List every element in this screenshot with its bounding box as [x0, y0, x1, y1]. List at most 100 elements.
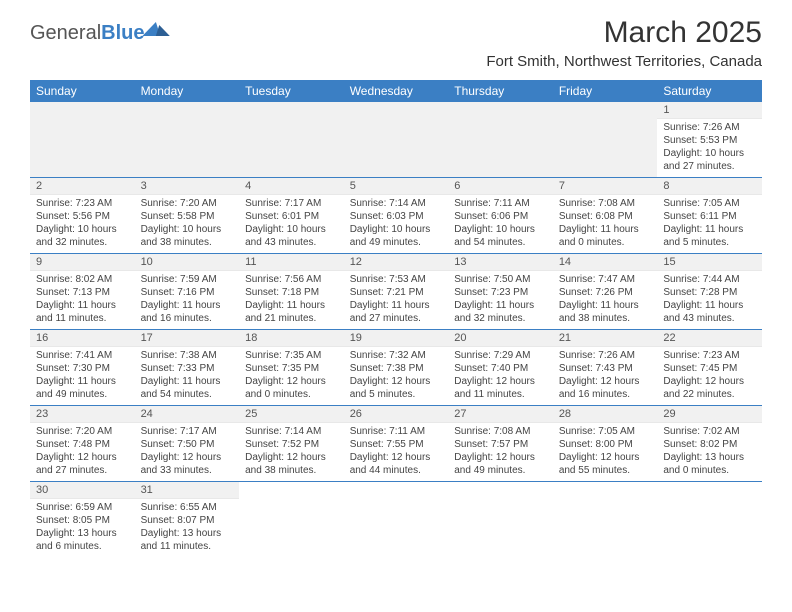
brand-text: GeneralBlue	[30, 22, 145, 45]
day-details: Sunrise: 7:17 AMSunset: 6:01 PMDaylight:…	[239, 195, 344, 253]
day-details: Sunrise: 7:05 AMSunset: 6:11 PMDaylight:…	[657, 195, 762, 253]
day-details: Sunrise: 7:23 AMSunset: 5:56 PMDaylight:…	[30, 195, 135, 253]
calendar-empty-cell	[553, 102, 658, 178]
calendar-week-row: 30Sunrise: 6:59 AMSunset: 8:05 PMDayligh…	[30, 482, 762, 558]
day-details: Sunrise: 7:53 AMSunset: 7:21 PMDaylight:…	[344, 271, 449, 329]
calendar-empty-cell	[135, 102, 240, 178]
day-number: 13	[448, 254, 553, 271]
calendar-day-cell: 25Sunrise: 7:14 AMSunset: 7:52 PMDayligh…	[239, 406, 344, 482]
day-number: 31	[135, 482, 240, 499]
calendar-empty-cell	[448, 482, 553, 558]
day-details: Sunrise: 7:26 AMSunset: 5:53 PMDaylight:…	[657, 119, 762, 177]
day-number: 19	[344, 330, 449, 347]
day-details: Sunrise: 6:59 AMSunset: 8:05 PMDaylight:…	[30, 499, 135, 557]
day-number: 17	[135, 330, 240, 347]
brand-part1: General	[30, 22, 101, 44]
day-details: Sunrise: 7:11 AMSunset: 6:06 PMDaylight:…	[448, 195, 553, 253]
calendar-week-row: 23Sunrise: 7:20 AMSunset: 7:48 PMDayligh…	[30, 406, 762, 482]
day-details: Sunrise: 7:47 AMSunset: 7:26 PMDaylight:…	[553, 271, 658, 329]
day-number: 8	[657, 178, 762, 195]
calendar-day-cell: 1Sunrise: 7:26 AMSunset: 5:53 PMDaylight…	[657, 102, 762, 178]
day-number: 3	[135, 178, 240, 195]
day-details: Sunrise: 7:02 AMSunset: 8:02 PMDaylight:…	[657, 423, 762, 481]
calendar-week-row: 2Sunrise: 7:23 AMSunset: 5:56 PMDaylight…	[30, 178, 762, 254]
calendar-week-row: 9Sunrise: 8:02 AMSunset: 7:13 PMDaylight…	[30, 254, 762, 330]
calendar-day-cell: 29Sunrise: 7:02 AMSunset: 8:02 PMDayligh…	[657, 406, 762, 482]
calendar-empty-cell	[239, 482, 344, 558]
day-number: 16	[30, 330, 135, 347]
calendar-empty-cell	[344, 102, 449, 178]
day-number: 20	[448, 330, 553, 347]
day-number: 5	[344, 178, 449, 195]
calendar-empty-cell	[239, 102, 344, 178]
brand-part2: Blue	[101, 22, 144, 44]
day-number: 26	[344, 406, 449, 423]
day-number: 21	[553, 330, 658, 347]
calendar-empty-cell	[657, 482, 762, 558]
day-details: Sunrise: 7:38 AMSunset: 7:33 PMDaylight:…	[135, 347, 240, 405]
calendar-day-cell: 10Sunrise: 7:59 AMSunset: 7:16 PMDayligh…	[135, 254, 240, 330]
day-details: Sunrise: 7:35 AMSunset: 7:35 PMDaylight:…	[239, 347, 344, 405]
page-title: March 2025	[486, 16, 762, 50]
day-details: Sunrise: 7:17 AMSunset: 7:50 PMDaylight:…	[135, 423, 240, 481]
day-details: Sunrise: 7:56 AMSunset: 7:18 PMDaylight:…	[239, 271, 344, 329]
day-details: Sunrise: 7:41 AMSunset: 7:30 PMDaylight:…	[30, 347, 135, 405]
day-number: 15	[657, 254, 762, 271]
calendar-day-cell: 23Sunrise: 7:20 AMSunset: 7:48 PMDayligh…	[30, 406, 135, 482]
calendar-empty-cell	[30, 102, 135, 178]
calendar-day-cell: 24Sunrise: 7:17 AMSunset: 7:50 PMDayligh…	[135, 406, 240, 482]
weekday-header-row: SundayMondayTuesdayWednesdayThursdayFrid…	[30, 80, 762, 102]
calendar-day-cell: 21Sunrise: 7:26 AMSunset: 7:43 PMDayligh…	[553, 330, 658, 406]
day-details: Sunrise: 7:32 AMSunset: 7:38 PMDaylight:…	[344, 347, 449, 405]
day-details: Sunrise: 7:20 AMSunset: 7:48 PMDaylight:…	[30, 423, 135, 481]
calendar-week-row: 1Sunrise: 7:26 AMSunset: 5:53 PMDaylight…	[30, 102, 762, 178]
day-details: Sunrise: 7:05 AMSunset: 8:00 PMDaylight:…	[553, 423, 658, 481]
calendar-day-cell: 6Sunrise: 7:11 AMSunset: 6:06 PMDaylight…	[448, 178, 553, 254]
day-number: 11	[239, 254, 344, 271]
day-details: Sunrise: 7:11 AMSunset: 7:55 PMDaylight:…	[344, 423, 449, 481]
day-number: 29	[657, 406, 762, 423]
day-details: Sunrise: 7:14 AMSunset: 6:03 PMDaylight:…	[344, 195, 449, 253]
header: GeneralBlue March 2025 Fort Smith, North…	[30, 16, 762, 70]
weekday-header: Sunday	[30, 80, 135, 102]
day-details: Sunrise: 7:14 AMSunset: 7:52 PMDaylight:…	[239, 423, 344, 481]
day-details: Sunrise: 7:26 AMSunset: 7:43 PMDaylight:…	[553, 347, 658, 405]
weekday-header: Monday	[135, 80, 240, 102]
calendar-day-cell: 18Sunrise: 7:35 AMSunset: 7:35 PMDayligh…	[239, 330, 344, 406]
calendar-day-cell: 7Sunrise: 7:08 AMSunset: 6:08 PMDaylight…	[553, 178, 658, 254]
day-number: 2	[30, 178, 135, 195]
calendar-day-cell: 4Sunrise: 7:17 AMSunset: 6:01 PMDaylight…	[239, 178, 344, 254]
day-number: 28	[553, 406, 658, 423]
calendar-day-cell: 26Sunrise: 7:11 AMSunset: 7:55 PMDayligh…	[344, 406, 449, 482]
day-number: 24	[135, 406, 240, 423]
day-number: 12	[344, 254, 449, 271]
day-details: Sunrise: 7:23 AMSunset: 7:45 PMDaylight:…	[657, 347, 762, 405]
day-details: Sunrise: 7:50 AMSunset: 7:23 PMDaylight:…	[448, 271, 553, 329]
calendar-day-cell: 28Sunrise: 7:05 AMSunset: 8:00 PMDayligh…	[553, 406, 658, 482]
day-number: 14	[553, 254, 658, 271]
calendar-day-cell: 14Sunrise: 7:47 AMSunset: 7:26 PMDayligh…	[553, 254, 658, 330]
calendar-day-cell: 31Sunrise: 6:55 AMSunset: 8:07 PMDayligh…	[135, 482, 240, 558]
day-number: 25	[239, 406, 344, 423]
day-details: Sunrise: 7:08 AMSunset: 7:57 PMDaylight:…	[448, 423, 553, 481]
day-details: Sunrise: 7:29 AMSunset: 7:40 PMDaylight:…	[448, 347, 553, 405]
calendar-day-cell: 15Sunrise: 7:44 AMSunset: 7:28 PMDayligh…	[657, 254, 762, 330]
weekday-header: Saturday	[657, 80, 762, 102]
logo-sail2-icon	[152, 25, 170, 36]
day-number: 10	[135, 254, 240, 271]
calendar-day-cell: 9Sunrise: 8:02 AMSunset: 7:13 PMDaylight…	[30, 254, 135, 330]
calendar-day-cell: 20Sunrise: 7:29 AMSunset: 7:40 PMDayligh…	[448, 330, 553, 406]
title-block: March 2025 Fort Smith, Northwest Territo…	[486, 16, 762, 70]
calendar-day-cell: 22Sunrise: 7:23 AMSunset: 7:45 PMDayligh…	[657, 330, 762, 406]
weekday-header: Wednesday	[344, 80, 449, 102]
day-number: 1	[657, 102, 762, 119]
calendar-empty-cell	[553, 482, 658, 558]
calendar-day-cell: 13Sunrise: 7:50 AMSunset: 7:23 PMDayligh…	[448, 254, 553, 330]
day-number: 9	[30, 254, 135, 271]
calendar-day-cell: 8Sunrise: 7:05 AMSunset: 6:11 PMDaylight…	[657, 178, 762, 254]
day-details: Sunrise: 8:02 AMSunset: 7:13 PMDaylight:…	[30, 271, 135, 329]
calendar-day-cell: 16Sunrise: 7:41 AMSunset: 7:30 PMDayligh…	[30, 330, 135, 406]
calendar-day-cell: 19Sunrise: 7:32 AMSunset: 7:38 PMDayligh…	[344, 330, 449, 406]
calendar-table: SundayMondayTuesdayWednesdayThursdayFrid…	[30, 80, 762, 557]
calendar-empty-cell	[448, 102, 553, 178]
